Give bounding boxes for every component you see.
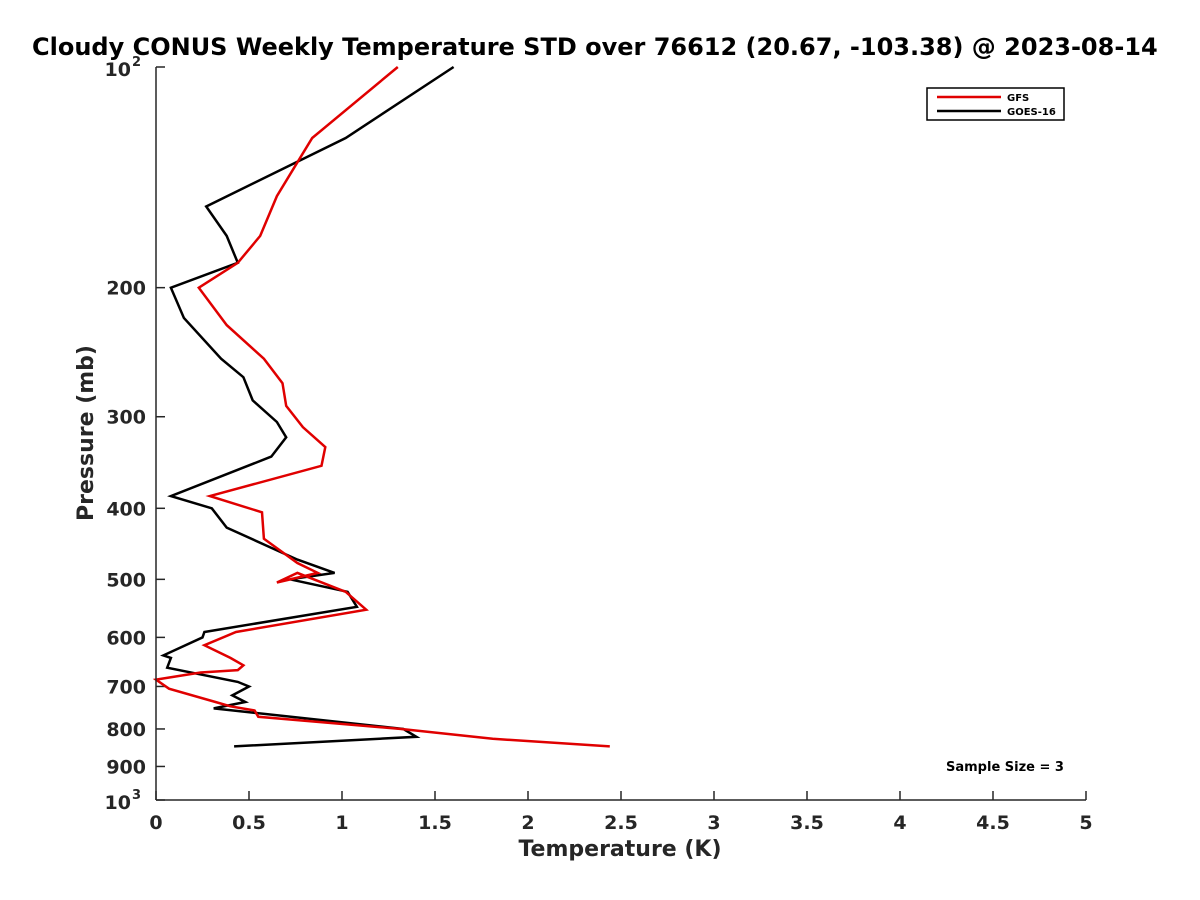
y-tick-base: 10	[105, 792, 131, 814]
y-tick-label: 300	[106, 407, 146, 429]
series-line-gfs	[152, 66, 610, 748]
legend-box	[926, 87, 1065, 121]
chart-title: Cloudy CONUS Weekly Temperature STD over…	[32, 33, 1158, 61]
x-tick-labels: 0 0.5 1 1.5 2 2.5 3 3.5 4 4.5 5	[149, 812, 1092, 834]
y-tick-label-power: 10 3	[105, 788, 142, 814]
x-tick-label: 2.5	[604, 812, 638, 834]
y-tick-label: 500	[106, 569, 146, 591]
sample-size-annotation: Sample Size = 3	[946, 760, 1064, 775]
y-tick-label: 400	[106, 498, 146, 520]
x-tick-label: 4.5	[976, 812, 1010, 834]
x-tick-label: 4	[893, 812, 906, 834]
y-tick-label: 900	[106, 756, 146, 778]
x-tick-label: 1	[335, 812, 348, 834]
y-tick-base: 10	[105, 59, 131, 81]
x-tick-label: 1.5	[418, 812, 452, 834]
y-tick-label: 800	[106, 719, 146, 741]
series-layer	[152, 65, 610, 748]
plot-area	[156, 67, 1086, 800]
axis-ticks	[155, 66, 1087, 801]
series-line-goes-16	[160, 65, 455, 748]
legend-label-gfs: GFS	[1007, 93, 1029, 104]
x-tick-label: 3.5	[790, 812, 824, 834]
x-axis-label: Temperature (K)	[518, 837, 721, 862]
y-tick-label: 700	[106, 676, 146, 698]
x-tick-label: 5	[1079, 812, 1092, 834]
x-tick-label: 0.5	[232, 812, 266, 834]
y-tick-exponent: 2	[132, 55, 141, 70]
y-tick-label: 600	[106, 627, 146, 649]
y-tick-exponent: 3	[132, 788, 141, 803]
y-tick-label-power: 10 2	[105, 55, 142, 81]
x-tick-label: 3	[707, 812, 720, 834]
x-tick-label: 2	[521, 812, 534, 834]
y-tick-label: 200	[106, 278, 146, 300]
legend: GFS GOES-16	[926, 87, 1065, 121]
legend-label-goes-16: GOES-16	[1007, 107, 1056, 118]
y-axis-label: Pressure (mb)	[74, 345, 99, 521]
x-tick-label: 0	[149, 812, 162, 834]
